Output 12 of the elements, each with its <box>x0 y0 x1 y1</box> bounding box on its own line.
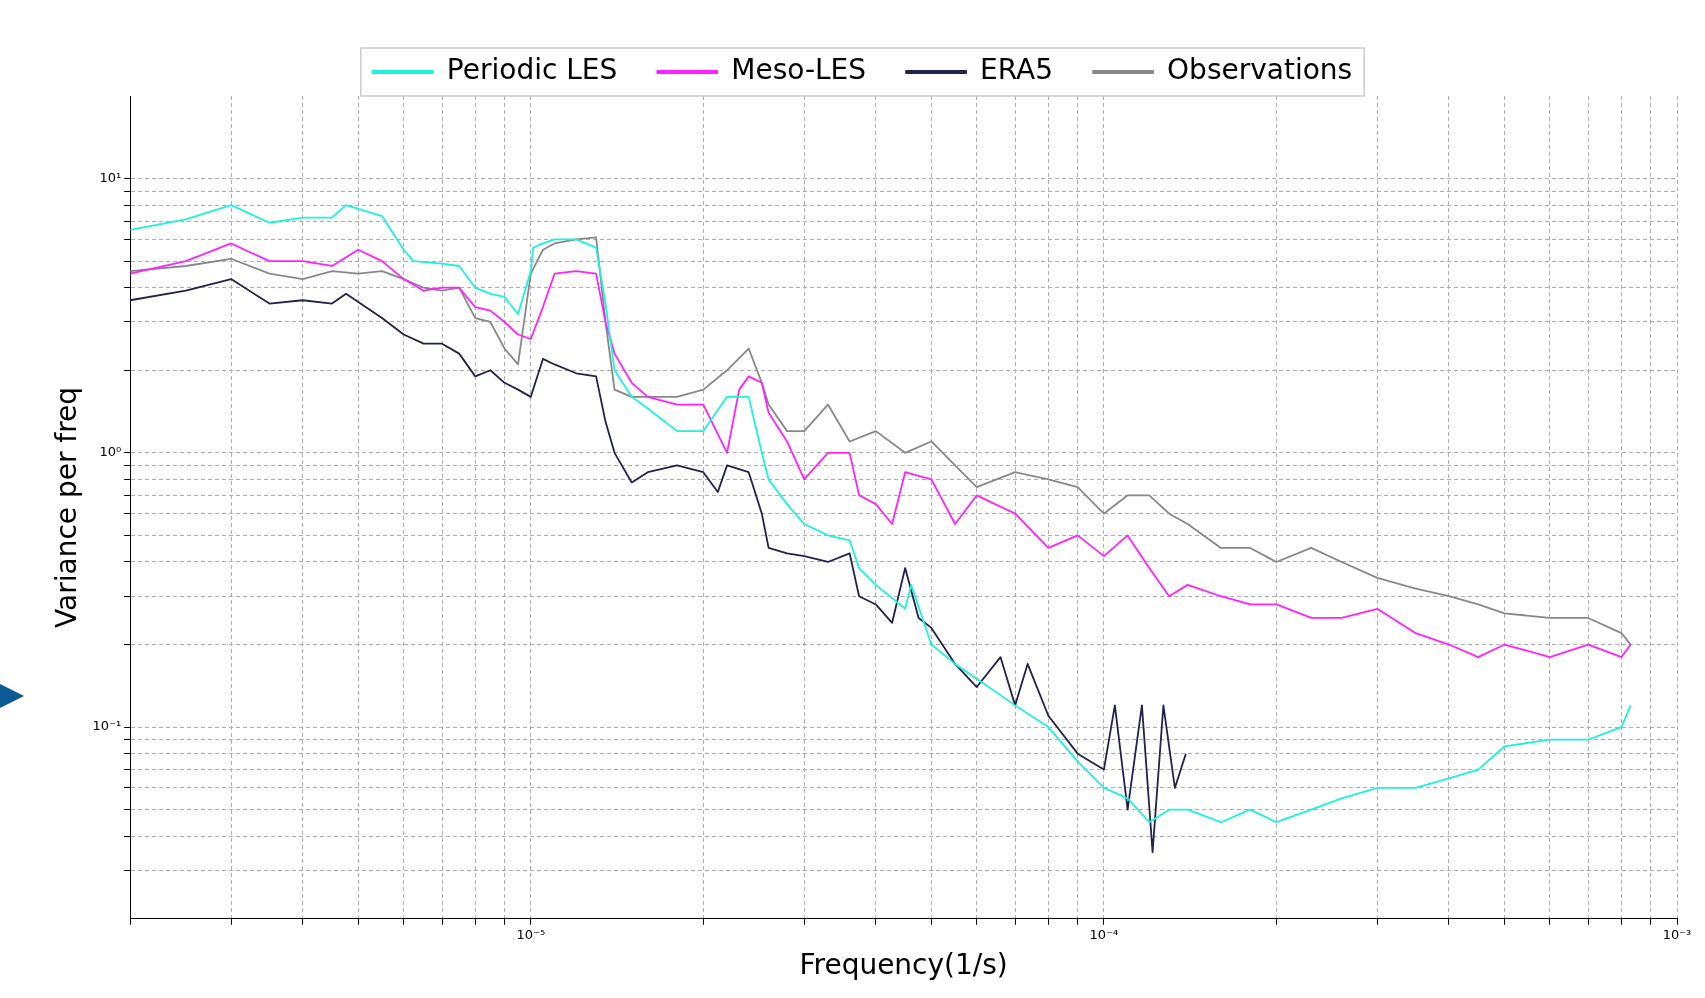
legend-label: Observations <box>1167 53 1353 87</box>
x-tick-label: 10⁻⁴ <box>1089 926 1119 942</box>
y-tick-label: 10⁻¹ <box>92 718 122 734</box>
x-axis-title: Frequency(1/s) <box>799 948 1008 982</box>
x-tick-label: 10⁻⁵ <box>516 926 546 942</box>
legend-label: Meso-LES <box>731 53 867 87</box>
y-axis-title: Variance per freq <box>50 386 84 628</box>
y-tick-label: 10¹ <box>99 169 122 185</box>
legend-label: Periodic LES <box>446 53 618 87</box>
y-tick-label: 10⁰ <box>99 444 122 460</box>
legend-label: ERA5 <box>980 53 1054 87</box>
x-tick-label: 10⁻³ <box>1662 926 1692 942</box>
